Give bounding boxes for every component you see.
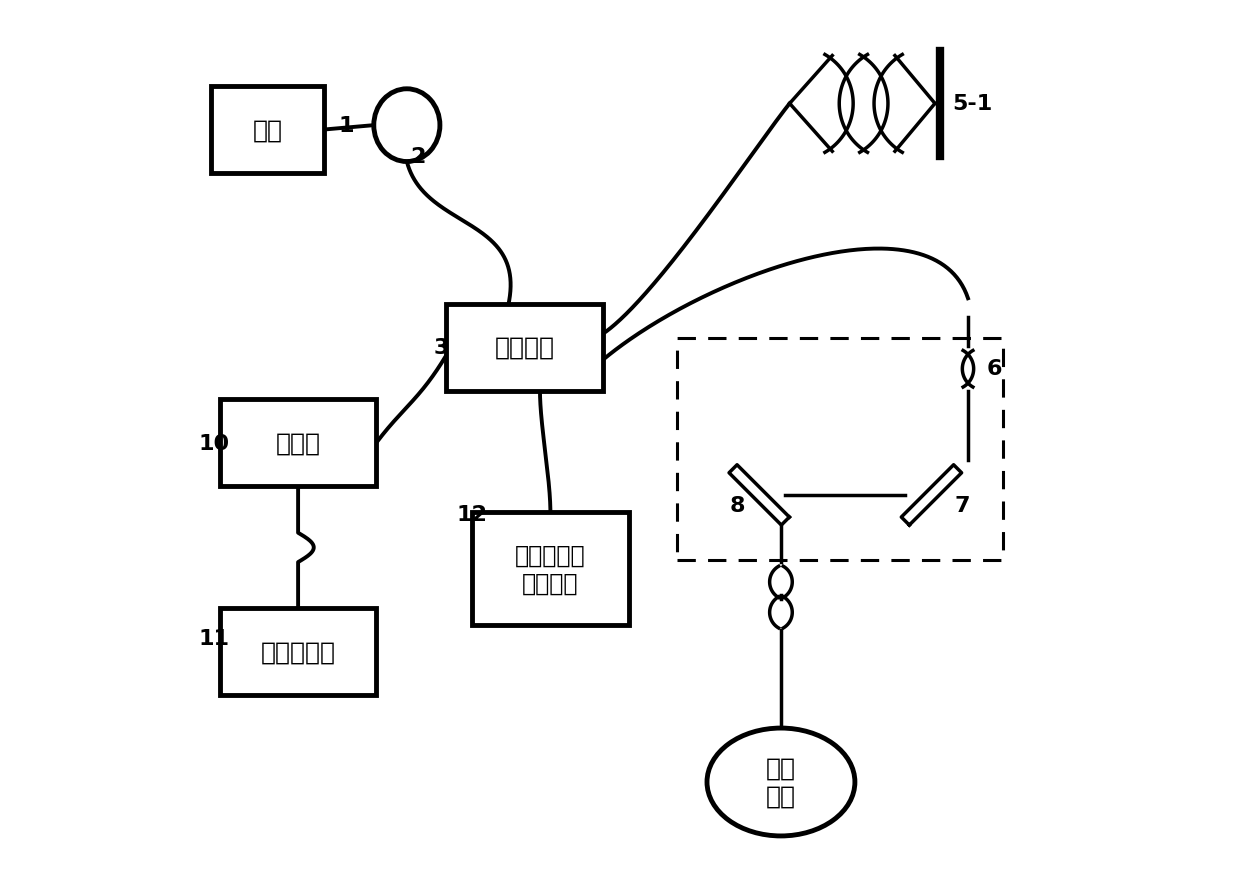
Text: 光源: 光源 <box>253 118 283 143</box>
Text: 12: 12 <box>456 505 487 524</box>
Text: 采集处理器: 采集处理器 <box>260 640 336 664</box>
Text: 8: 8 <box>729 496 745 515</box>
FancyBboxPatch shape <box>472 513 629 626</box>
Text: 可见光辅助
调试设备: 可见光辅助 调试设备 <box>515 543 585 595</box>
Text: 探测器: 探测器 <box>275 431 321 455</box>
Polygon shape <box>729 465 790 526</box>
Text: 3: 3 <box>434 338 449 357</box>
Ellipse shape <box>707 728 854 836</box>
FancyBboxPatch shape <box>219 608 377 695</box>
Text: 6: 6 <box>986 359 1002 378</box>
Text: 待测
样品: 待测 样品 <box>766 756 796 808</box>
Ellipse shape <box>373 90 440 163</box>
Polygon shape <box>901 465 961 526</box>
Text: 7: 7 <box>954 496 970 515</box>
Text: 1: 1 <box>339 116 353 136</box>
Text: 10: 10 <box>198 434 229 453</box>
Text: 2: 2 <box>410 147 425 166</box>
FancyBboxPatch shape <box>219 400 377 487</box>
Text: 11: 11 <box>198 629 229 648</box>
Text: 5-1: 5-1 <box>952 95 992 114</box>
FancyBboxPatch shape <box>446 304 603 391</box>
FancyBboxPatch shape <box>211 87 324 174</box>
Text: 分光模块: 分光模块 <box>495 335 554 360</box>
